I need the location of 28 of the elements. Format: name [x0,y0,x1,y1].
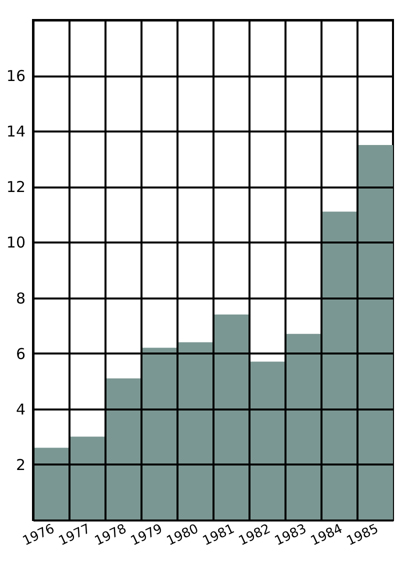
bar [213,314,249,520]
x-tick-label: 1984 [308,522,345,550]
bar [357,145,393,520]
x-tick-label: 1977 [56,522,93,550]
y-tick-label: 12 [6,178,26,196]
bar [249,362,285,520]
x-tick-label: 1980 [164,522,201,550]
y-tick-label: 14 [6,122,26,141]
x-tick-label: 1978 [92,522,129,550]
bar [321,212,357,520]
y-tick-label: 16 [6,67,26,86]
bar [33,448,69,520]
bar [177,342,213,520]
bar [141,348,177,520]
y-tick-label: 10 [6,234,26,252]
bar [285,334,321,520]
y-tick-label: 4 [16,400,26,418]
x-tick-label: 1983 [272,522,309,550]
x-tick-label: 1979 [128,522,165,550]
y-tick-label: 6 [16,344,26,363]
bar [105,378,141,520]
y-tick-label: 2 [16,456,26,474]
y-tick-label: 8 [16,289,26,308]
bar [69,436,105,520]
x-tick-label: 1981 [200,522,237,550]
x-tick-label: 1982 [236,522,273,550]
x-tick-label: 1976 [20,522,57,550]
x-tick-label: 1985 [344,522,381,550]
